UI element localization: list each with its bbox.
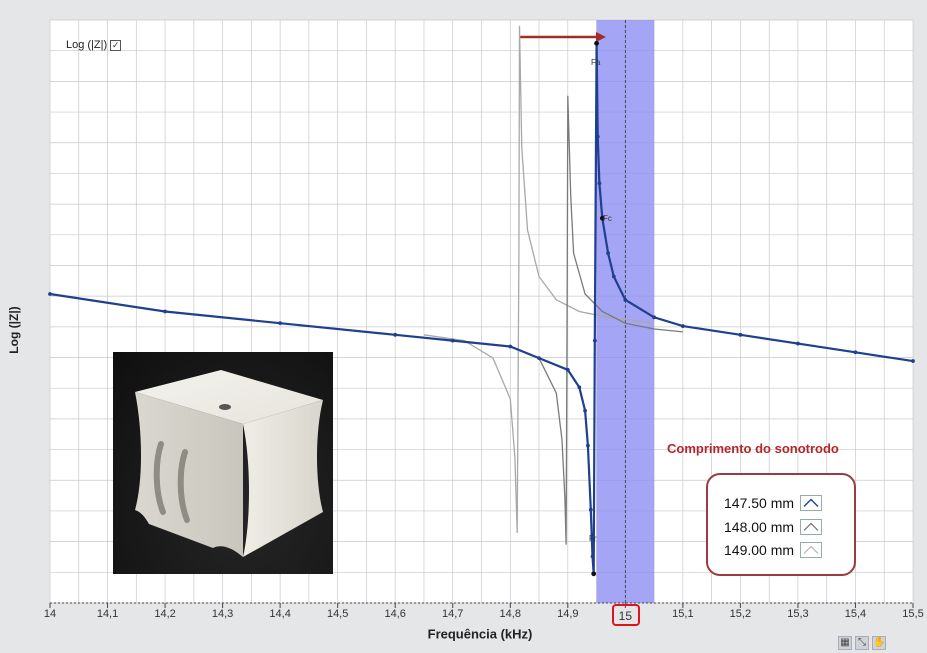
data-point — [450, 338, 455, 343]
chart-toolbar: ▦ ⤡ ✋ — [838, 636, 886, 650]
x-tick-label: 14,8 — [499, 608, 521, 620]
marker-fr — [591, 571, 597, 577]
annotation-title: Comprimento do sonotrodo — [667, 441, 839, 456]
x-tick-label: 14,3 — [211, 608, 234, 620]
x-tick-label: 15 — [618, 609, 633, 623]
x-tick-label: 15,5 — [902, 608, 924, 620]
data-point — [680, 324, 685, 328]
legend-item: 147.50 mm — [724, 495, 823, 511]
data-point — [565, 367, 570, 372]
data-point — [588, 507, 593, 512]
x-tick-label: 15,1 — [672, 608, 694, 620]
y-axis-label: Log (|Z|) — [7, 306, 21, 354]
data-point — [393, 332, 398, 337]
highlighted-tick-box — [612, 604, 640, 626]
x-tick-label: 14,9 — [557, 608, 579, 620]
legend-item: 148.00 mm — [724, 519, 823, 535]
data-point — [583, 408, 587, 413]
marker-label-fc: Fc — [603, 214, 612, 223]
data-point — [606, 251, 610, 256]
data-point — [611, 274, 616, 279]
data-point — [853, 350, 858, 355]
data-point — [586, 443, 590, 448]
x-tick-label: 14,1 — [96, 608, 119, 620]
grid-icon[interactable]: ▦ — [838, 636, 852, 650]
data-point — [163, 309, 167, 314]
sonotrode-image — [113, 352, 333, 574]
x-tick-label: 14 — [43, 608, 57, 620]
data-point — [592, 338, 597, 343]
arrow-right-icon — [596, 32, 606, 42]
data-point — [597, 181, 602, 186]
legend-label: 147.50 mm — [724, 495, 795, 511]
data-point — [595, 134, 600, 139]
data-point — [911, 359, 915, 363]
log-toggle[interactable]: Log (|Z|) ✓ — [66, 39, 122, 51]
legend-series-icon — [800, 542, 823, 558]
checkbox-checked-icon[interactable]: ✓ — [110, 39, 122, 51]
marker-label-fr: Fr — [589, 534, 597, 543]
pan-hand-icon[interactable]: ✋ — [872, 636, 886, 650]
series-line-14900 — [423, 25, 655, 534]
x-tick-label: 15,2 — [729, 608, 752, 620]
data-point — [278, 321, 283, 326]
x-tick-label: 14,5 — [326, 608, 349, 620]
data-point — [738, 332, 743, 337]
x-tick-label: 15,3 — [787, 608, 809, 620]
data-point — [796, 341, 800, 346]
x-tick-label: 14,6 — [384, 608, 406, 620]
data-point — [623, 297, 628, 302]
marker-fc — [599, 215, 605, 221]
x-tick-label: 14,7 — [442, 608, 464, 620]
data-point — [577, 385, 582, 390]
x-tick-label: 15,4 — [844, 608, 867, 620]
data-point — [508, 344, 513, 349]
zoom-icon[interactable]: ⤡ — [855, 636, 869, 650]
x-axis-label: Frequência (kHz) — [427, 626, 533, 642]
x-tick-label: 14,4 — [269, 608, 291, 620]
data-point — [48, 292, 52, 296]
data-point — [652, 315, 656, 320]
marker-label-fa: Fa — [591, 58, 601, 67]
data-point — [537, 356, 541, 361]
legend-label: 148.00 mm — [724, 519, 795, 535]
data-point — [590, 554, 595, 559]
legend-series-icon — [800, 519, 823, 535]
log-toggle-label: Log (|Z|) — [66, 39, 108, 51]
x-tick-label: 14,2 — [154, 608, 176, 620]
marker-fa — [594, 40, 599, 46]
legend-series-icon — [800, 495, 823, 511]
legend-label: 149.00 mm — [724, 542, 795, 558]
series-line-14750 — [49, 43, 914, 574]
legend-item: 149.00 mm — [724, 542, 823, 558]
legend: 147.50 mm 148.00 mm 149.00 mm — [706, 473, 856, 576]
series-line-14800 — [452, 95, 683, 545]
